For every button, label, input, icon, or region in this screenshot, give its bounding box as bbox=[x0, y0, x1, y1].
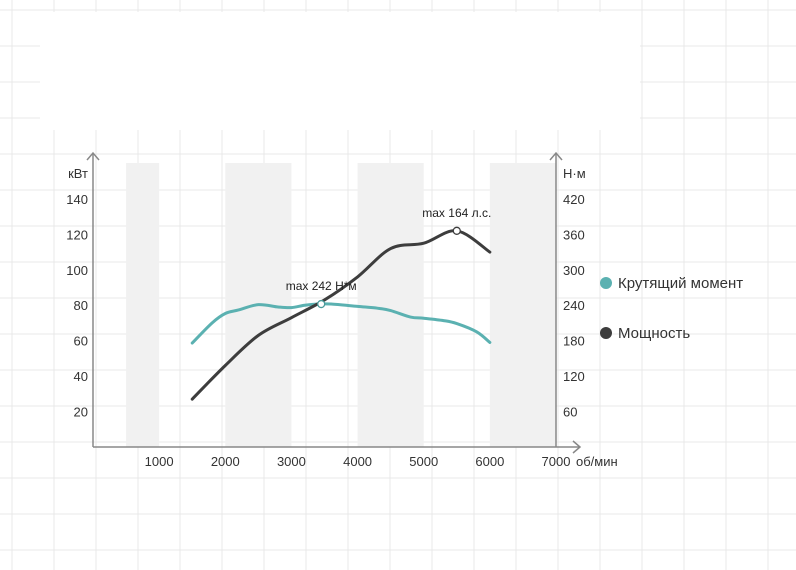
right-y-tick-label: 240 bbox=[563, 298, 585, 313]
right-y-tick-label: 300 bbox=[563, 263, 585, 278]
right-y-axis-unit: Н·м bbox=[563, 166, 586, 181]
right-y-tick-label: 180 bbox=[563, 334, 585, 349]
legend-label: Крутящий момент bbox=[618, 275, 743, 292]
max-point-marker bbox=[317, 299, 326, 309]
left-y-tick-label: 20 bbox=[74, 405, 88, 420]
shaded-band bbox=[126, 163, 160, 447]
max-annotation-label: max 164 л.с. bbox=[422, 206, 491, 220]
legend: Крутящий момент Мощность bbox=[600, 275, 743, 342]
x-tick-label: 6000 bbox=[475, 454, 504, 469]
left-y-tick-label: 100 bbox=[66, 263, 88, 278]
legend-label: Мощность bbox=[618, 325, 690, 342]
x-axis-unit: об/мин bbox=[576, 454, 618, 469]
x-tick-label: 4000 bbox=[343, 454, 372, 469]
left-y-tick-label: 140 bbox=[66, 192, 88, 207]
axes bbox=[86, 151, 582, 454]
series-lines bbox=[190, 229, 492, 401]
left-y-tick-label: 60 bbox=[74, 334, 88, 349]
left-y-axis-unit: кВт bbox=[68, 166, 88, 181]
x-axis-arrow bbox=[572, 440, 582, 454]
legend-marker bbox=[600, 277, 612, 289]
right-y-tick-label: 120 bbox=[563, 369, 585, 384]
series-line-torque bbox=[190, 302, 492, 345]
shaded-band bbox=[489, 163, 556, 447]
left-y-tick-label: 40 bbox=[74, 369, 88, 384]
max-annotation-label: max 242 Н*м bbox=[286, 279, 357, 293]
top-blank-panel bbox=[40, 12, 640, 130]
right-y-tick-label: 360 bbox=[563, 227, 585, 242]
legend-marker bbox=[600, 327, 612, 339]
max-point-marker bbox=[452, 226, 461, 235]
left-y-tick-label: 80 bbox=[74, 298, 88, 313]
series-line-power bbox=[190, 229, 492, 401]
x-tick-label: 2000 bbox=[211, 454, 240, 469]
x-tick-label: 1000 bbox=[145, 454, 174, 469]
right-y-axis-arrow bbox=[549, 151, 563, 161]
tick-labels: 1000 2000 3000 4000 5000 6000 7000 об/мин 20 40 60… bbox=[66, 166, 617, 469]
annotations: max 242 Н*м max 164 л.с. bbox=[286, 206, 491, 309]
x-tick-label: 7000 bbox=[542, 454, 571, 469]
right-y-tick-label: 420 bbox=[563, 192, 585, 207]
right-y-tick-label: 60 bbox=[563, 405, 577, 420]
x-tick-label: 5000 bbox=[409, 454, 438, 469]
x-tick-label: 3000 bbox=[277, 454, 306, 469]
shaded-band bbox=[357, 163, 424, 447]
left-y-axis-arrow bbox=[86, 151, 100, 161]
shaded-bands bbox=[126, 163, 556, 447]
left-y-tick-label: 120 bbox=[66, 227, 88, 242]
